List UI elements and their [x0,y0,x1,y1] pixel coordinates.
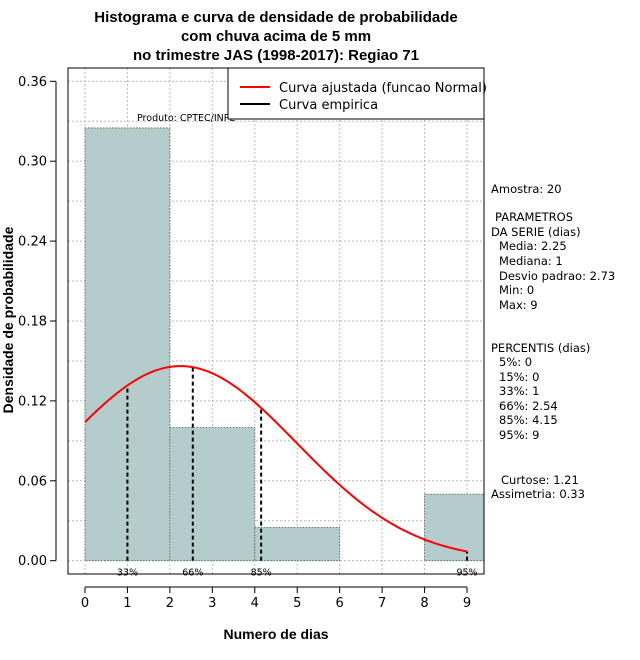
histogram-bar-2 [254,526,341,562]
x-tick-label-4: 4 [251,596,259,611]
y-tick-label-0: 0.00 [18,554,47,569]
param-max: Max: 9 [499,298,538,312]
y-tick-label-3: 0.18 [18,315,47,330]
y-tick-label-1: 0.06 [18,474,47,489]
param-sd: Desvio padrao: 2.73 [499,269,615,283]
percentil-15: 15%: 0 [499,370,539,384]
y-tick-label-5: 0.30 [18,155,47,170]
percentile-label-1: 66% [182,568,203,579]
x-tick-label-3: 3 [208,596,216,611]
histogram-bar-1 [169,427,256,562]
x-tick-label-9: 9 [463,596,471,611]
x-axis-title: Numero de dias [223,626,328,642]
legend-label-normal: Curva ajustada (funcao Normal) [279,81,487,96]
stats-panel: Amostra: 20 PARAMETROS DA SERIE (dias) M… [491,182,615,501]
legend: Curva ajustada (funcao Normal) Curva emp… [227,67,487,120]
y-tick-label-2: 0.12 [18,394,47,409]
skewness: Assimetria: 0.33 [491,487,585,501]
percentil-95: 95%: 9 [499,428,539,442]
legend-box [227,67,485,120]
x-tick-label-7: 7 [378,596,386,611]
percentil-5: 5%: 0 [499,355,532,369]
x-tick-label-0: 0 [81,596,89,611]
kurtosis: Curtose: 1.21 [501,473,579,487]
x-tick-label-6: 6 [336,596,344,611]
y-tick-label-6: 0.36 [18,75,47,90]
param-mean: Media: 2.25 [499,239,567,253]
y-tick-label-4: 0.24 [18,235,47,250]
percentil-85: 85%: 4.15 [499,413,558,427]
x-tick-label-8: 8 [420,596,428,611]
x-tick-label-5: 5 [293,596,301,611]
percentil-33: 33%: 1 [499,384,539,398]
chart-title-line-1: Histograma e curva de densidade de proba… [94,9,457,26]
percentile-label-0: 33% [117,568,138,579]
normal-fit-curve [84,365,468,553]
param-min: Min: 0 [499,283,534,297]
sample-size: Amostra: 20 [491,182,562,196]
histogram-bar-4 [424,493,485,562]
params-title: PARAMETROS [495,210,573,224]
chart-title-line-2: com chuva acima de 5 mm [181,28,371,45]
params-subtitle: DA SERIE (dias) [491,225,581,239]
percentile-label-3: 95% [456,568,477,579]
x-tick-label-1: 1 [123,596,131,611]
percentis-title: PERCENTIS (dias) [491,341,590,355]
source-label: Produto: CPTEC/INPE [137,113,236,124]
param-median: Mediana: 1 [499,254,563,268]
legend-label-empirical: Curva empirica [279,98,378,113]
x-tick-label-2: 2 [166,596,174,611]
percentil-66: 66%: 2.54 [499,399,558,413]
percentile-label-2: 85% [251,568,272,579]
y-axis-title: Densidade de probabilidade [0,226,16,413]
chart-title-line-3: no trimestre JAS (1998-2017): Regiao 71 [133,47,419,64]
